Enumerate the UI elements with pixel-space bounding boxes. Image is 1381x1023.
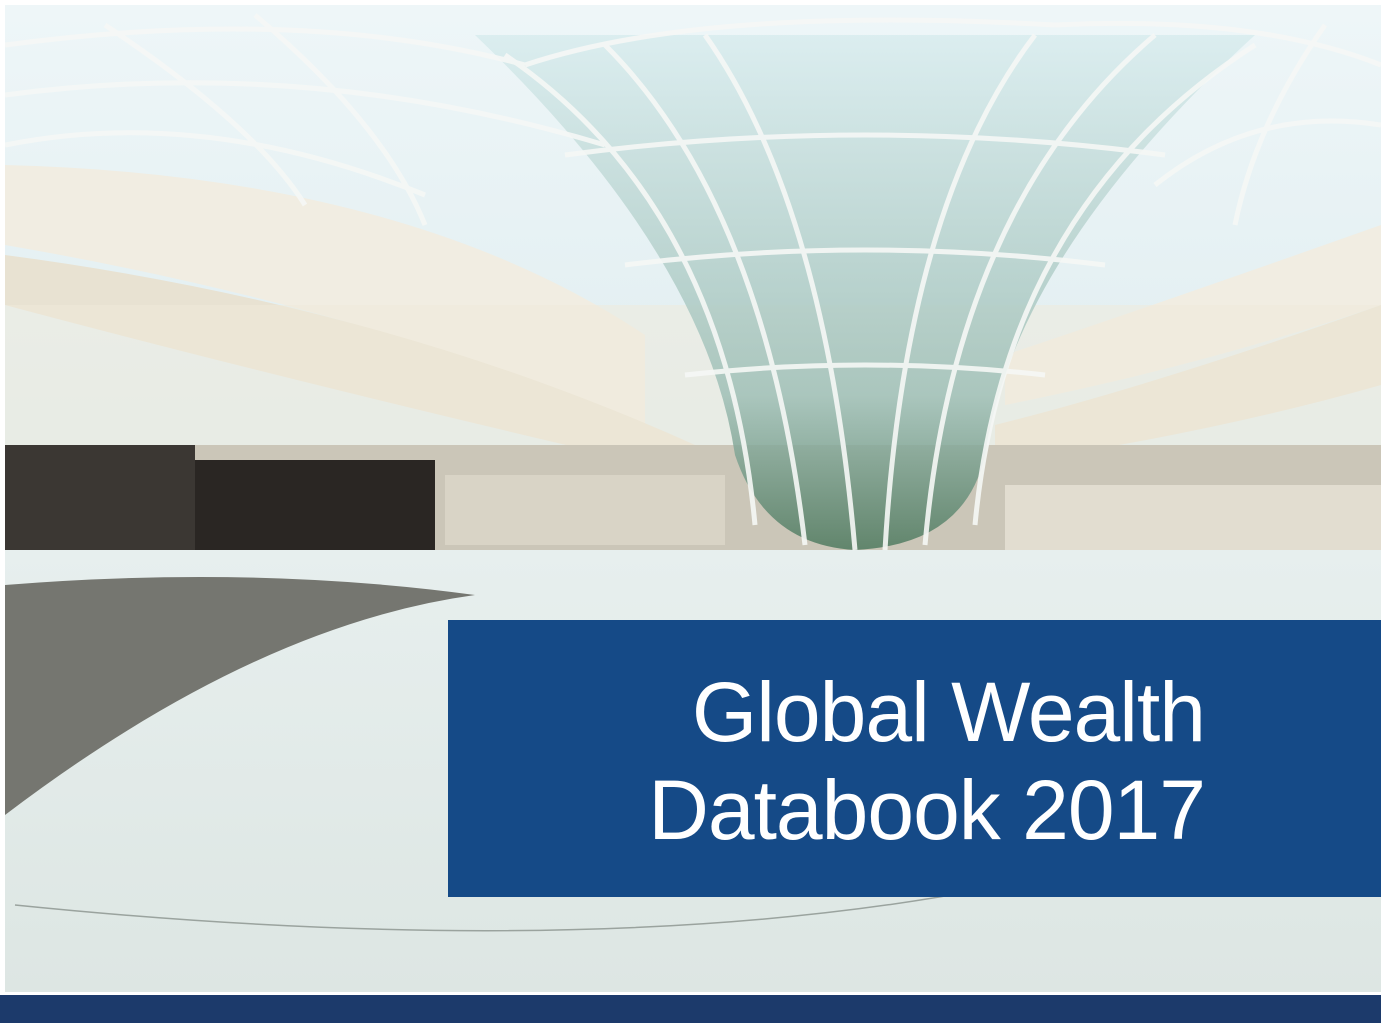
title-box: Global Wealth Databook 2017 — [448, 620, 1381, 897]
title-line: Global Wealth — [692, 670, 1205, 754]
page: Global Wealth Databook 2017 (() => { con… — [0, 0, 1381, 1023]
title-line: Databook 2017 — [648, 768, 1205, 852]
footer-band — [0, 995, 1381, 1023]
